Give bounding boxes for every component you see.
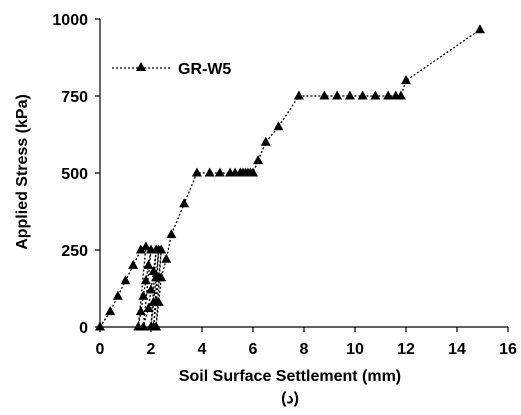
x-tick-label: 14 <box>448 341 466 358</box>
data-point <box>344 90 355 100</box>
data-point <box>383 90 394 100</box>
data-point <box>143 259 154 269</box>
x-tick-label: 0 <box>96 341 105 358</box>
data-point <box>248 167 258 177</box>
axes <box>95 18 509 332</box>
data-point <box>140 241 151 251</box>
x-tick-label: 12 <box>397 341 415 358</box>
data-point <box>319 90 330 100</box>
data-point <box>140 275 151 285</box>
data-point <box>105 306 116 316</box>
data-point <box>357 90 368 100</box>
data-point <box>138 321 149 331</box>
y-tick-label: 0 <box>79 320 88 337</box>
data-point <box>135 244 146 254</box>
x-tick-label: 8 <box>300 341 309 358</box>
x-tick-label: 6 <box>249 341 258 358</box>
data-point <box>179 198 190 208</box>
x-tick-label: 10 <box>346 341 364 358</box>
legend-label: GR-W5 <box>178 61 231 78</box>
x-tick-labels: 0 2 4 6 8 10 12 14 16 <box>96 341 517 358</box>
data-point <box>332 90 343 100</box>
data-point <box>161 253 172 263</box>
data-point <box>401 75 411 85</box>
data-point <box>191 167 202 177</box>
data-point <box>273 121 284 131</box>
data-point <box>204 167 215 177</box>
x-tick-label: 2 <box>147 341 156 358</box>
y-tick-label: 250 <box>61 243 88 260</box>
y-tick-label: 500 <box>61 166 88 183</box>
data-point <box>143 303 154 313</box>
data-point <box>253 155 264 165</box>
y-tick-label: 1000 <box>52 12 88 29</box>
x-tick-label: 16 <box>499 341 517 358</box>
data-point <box>260 136 271 146</box>
series-line-0 <box>99 29 481 328</box>
data-point <box>474 24 485 34</box>
y-tick-labels: 0 250 500 750 1000 <box>52 12 88 337</box>
data-point <box>135 306 146 316</box>
y-axis-title: Applied Stress (kPa) <box>14 94 31 250</box>
data-point <box>151 321 162 331</box>
legend-marker <box>136 62 146 71</box>
data-point <box>138 290 149 300</box>
data-point <box>120 275 131 285</box>
data-point <box>156 272 167 282</box>
data-point <box>395 90 406 100</box>
data-point <box>370 90 381 100</box>
y-tick-label: 750 <box>61 89 88 106</box>
data-point <box>293 90 304 100</box>
data-point <box>214 167 225 177</box>
legend: GR-W5 <box>112 61 231 78</box>
data-point <box>156 244 167 254</box>
x-tick-label: 4 <box>198 341 207 358</box>
plot-area <box>95 24 485 331</box>
x-axis-title: Soil Surface Settlement (mm) <box>179 368 401 385</box>
data-point <box>146 284 156 294</box>
data-point <box>166 229 177 239</box>
data-point <box>153 296 164 306</box>
chart-caption: (د) <box>281 390 299 407</box>
data-point <box>112 290 123 300</box>
data-point <box>128 259 139 269</box>
